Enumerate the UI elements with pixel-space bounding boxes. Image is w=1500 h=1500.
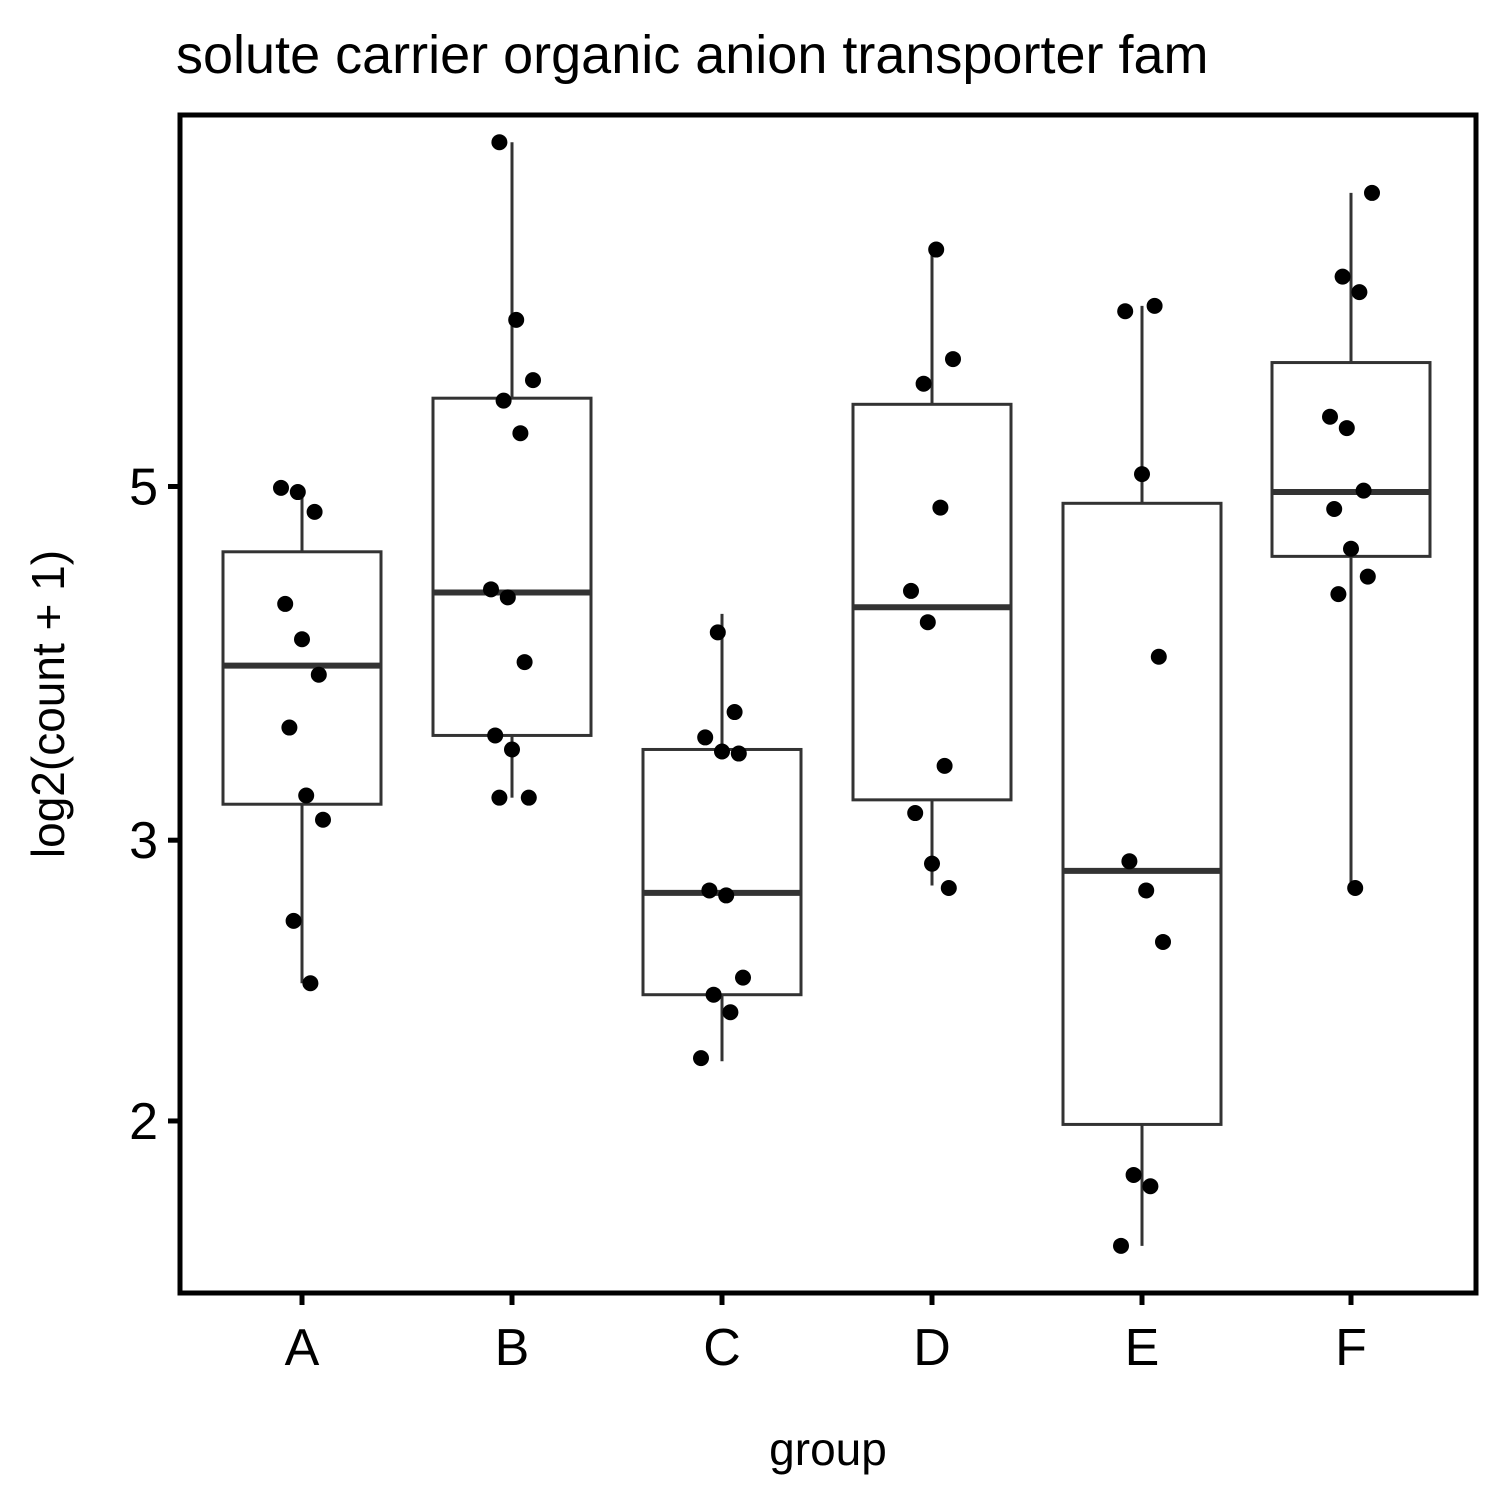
data-point — [1322, 408, 1338, 425]
data-point — [1138, 882, 1155, 899]
box-b — [431, 396, 593, 737]
data-point — [714, 743, 730, 760]
data-point — [294, 631, 310, 648]
data-point — [289, 484, 306, 501]
data-point — [1146, 297, 1163, 314]
box-f — [1270, 361, 1432, 558]
axes: 2 3 5 A B C D E F — [129, 458, 1367, 1377]
data-point — [491, 134, 508, 151]
y-tick-label: 2 — [129, 1093, 158, 1151]
data-point — [487, 727, 504, 744]
y-axis-title: log2(count + 1) — [22, 550, 74, 858]
data-point — [1355, 482, 1372, 499]
data-point — [281, 719, 298, 736]
plot-area — [221, 134, 1432, 1254]
data-point — [525, 372, 541, 389]
data-point — [1150, 648, 1167, 665]
data-point — [701, 882, 718, 899]
data-point — [1155, 933, 1171, 950]
data-point — [285, 912, 302, 929]
data-point — [932, 499, 949, 516]
points-b — [483, 134, 541, 806]
data-point — [919, 614, 936, 631]
data-point — [718, 887, 735, 904]
data-point — [726, 704, 743, 721]
data-point — [697, 729, 714, 746]
y-tick-label: 3 — [129, 812, 158, 870]
box-d — [851, 402, 1013, 802]
data-point — [730, 745, 747, 762]
chart-title: solute carrier organic anion transporter… — [176, 25, 1209, 85]
box-group-d — [851, 249, 1013, 886]
panel-border — [177, 112, 1479, 1296]
data-point — [1134, 466, 1150, 483]
data-point — [495, 392, 512, 409]
x-tick-label: F — [1335, 1319, 1367, 1377]
data-point — [1334, 268, 1351, 285]
data-point — [306, 503, 323, 520]
data-point — [722, 1004, 739, 1021]
data-point — [277, 595, 294, 612]
data-point — [936, 757, 953, 774]
data-point — [1326, 501, 1343, 518]
data-point — [310, 666, 327, 683]
data-point — [1113, 1237, 1129, 1254]
data-point — [1351, 284, 1368, 301]
data-point — [1121, 853, 1138, 870]
data-point — [499, 589, 516, 606]
data-point — [1338, 420, 1355, 437]
data-point — [508, 311, 525, 328]
x-tick-label: A — [285, 1319, 320, 1377]
x-tick-label: E — [1125, 1319, 1160, 1377]
data-point — [1347, 879, 1364, 896]
data-point — [735, 969, 751, 986]
data-point — [1330, 586, 1347, 603]
points-d — [903, 241, 961, 896]
data-point — [705, 986, 722, 1003]
box-group-c — [641, 613, 803, 1062]
data-point — [903, 582, 919, 599]
box-e — [1061, 501, 1223, 1126]
data-point — [1343, 540, 1359, 557]
data-point — [298, 787, 315, 804]
x-axis-title: group — [769, 1423, 887, 1475]
data-point — [709, 624, 726, 641]
points-e — [1113, 297, 1171, 1254]
data-point — [516, 654, 533, 671]
data-point — [483, 581, 499, 598]
data-point — [940, 879, 957, 896]
data-point — [1117, 303, 1134, 320]
data-point — [1142, 1178, 1159, 1195]
data-point — [945, 351, 961, 368]
data-point — [915, 375, 932, 392]
data-point — [1125, 1166, 1142, 1183]
x-tick-label: B — [495, 1319, 530, 1377]
box-group-f — [1270, 192, 1432, 888]
data-point — [1364, 184, 1380, 201]
data-point — [512, 425, 529, 442]
data-point — [302, 975, 319, 992]
points-a — [273, 479, 331, 992]
y-tick-label: 5 — [129, 458, 158, 516]
data-point — [504, 741, 520, 758]
data-point — [491, 789, 508, 806]
data-point — [907, 805, 924, 822]
data-point — [693, 1050, 709, 1067]
box-c — [641, 747, 803, 997]
data-point — [924, 855, 940, 872]
data-point — [520, 789, 537, 806]
x-tick-label: D — [913, 1319, 951, 1377]
box-a — [221, 550, 383, 806]
data-point — [315, 811, 331, 828]
data-point — [928, 241, 945, 258]
points-f — [1322, 184, 1380, 896]
box-group-b — [431, 142, 593, 798]
points-c — [693, 624, 751, 1067]
box-group-e — [1061, 305, 1223, 1246]
data-point — [273, 479, 289, 496]
data-point — [1359, 568, 1376, 585]
x-tick-label: C — [703, 1319, 741, 1377]
box-group-a — [221, 490, 383, 984]
